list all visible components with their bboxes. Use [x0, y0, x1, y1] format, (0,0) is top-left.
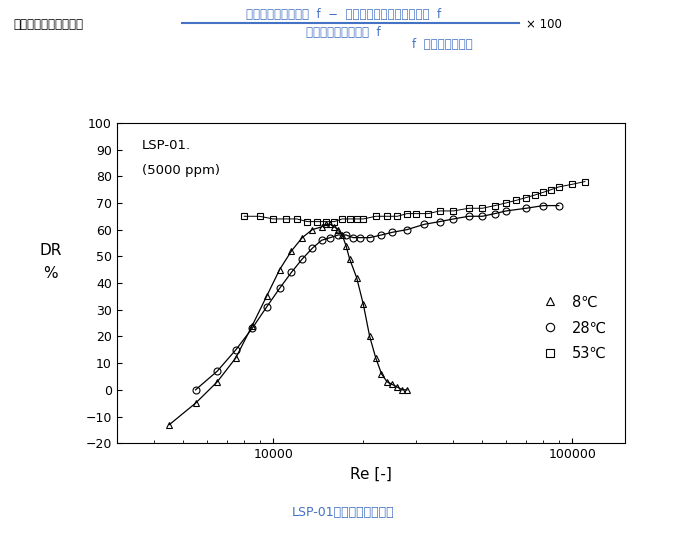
Text: 水のみを流した時の  f: 水のみを流した時の f	[306, 26, 381, 38]
X-axis label: Re [-]: Re [-]	[350, 467, 392, 482]
Text: 抗力減少率（ＤＲ％）: 抗力減少率（ＤＲ％）	[14, 18, 84, 30]
Text: DR: DR	[40, 244, 62, 258]
Text: f  は流体摩擦係数: f は流体摩擦係数	[412, 38, 473, 51]
Legend: 8℃, 28℃, 53℃: 8℃, 28℃, 53℃	[530, 288, 613, 367]
Text: × 100: × 100	[526, 18, 561, 30]
Text: 水のみを流した時の  f  −  界面活性剤を添加した時の  f: 水のみを流した時の f − 界面活性剤を添加した時の f	[246, 9, 441, 21]
Text: (5000 ppm): (5000 ppm)	[142, 164, 221, 177]
Text: LSP-01.: LSP-01.	[142, 139, 192, 152]
Text: LSP-01の抗力減少グラフ: LSP-01の抗力減少グラフ	[292, 506, 395, 519]
Text: %: %	[43, 266, 58, 281]
